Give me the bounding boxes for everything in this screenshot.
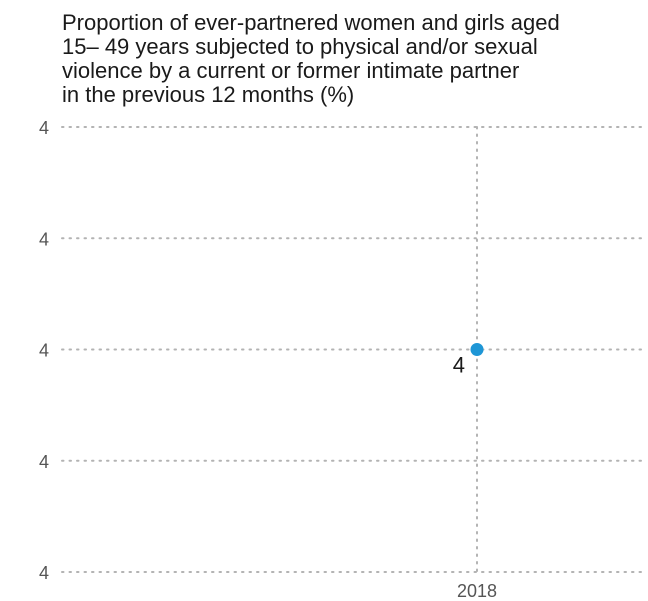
x-tick-label: 2018 [457, 581, 497, 601]
grid-lines [61, 126, 647, 575]
chart-title-line: 15– 49 years subjected to physical and/o… [62, 34, 538, 59]
data-label: 4 [453, 353, 465, 378]
y-tick-label: 4 [39, 229, 49, 249]
chart-title-line: Proportion of ever-partnered women and g… [62, 10, 560, 35]
y-tick-label: 4 [39, 563, 49, 583]
data-point [470, 343, 484, 356]
y-tick-label: 4 [39, 341, 49, 361]
data-marks: 4 [453, 343, 484, 378]
y-tick-label: 4 [39, 452, 49, 472]
axis-labels: 4 4 4 4 4 2018 [39, 118, 497, 601]
y-tick-label: 4 [39, 118, 49, 138]
chart-title: Proportion of ever-partnered women and g… [62, 11, 642, 107]
chart-title-line: violence by a current or former intimate… [62, 58, 520, 83]
chart-title-line: in the previous 12 months (%) [62, 82, 355, 107]
